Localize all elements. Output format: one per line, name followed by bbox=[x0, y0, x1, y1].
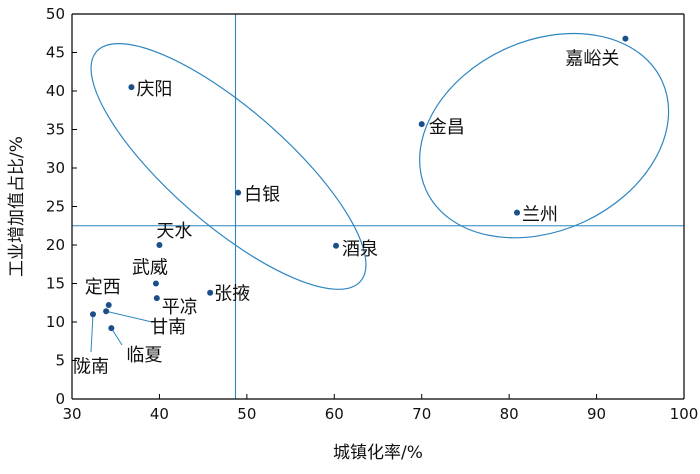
y-tick-label: 30 bbox=[46, 159, 65, 177]
cluster-ellipses bbox=[90, 32, 670, 290]
point-label: 酒泉 bbox=[342, 239, 378, 260]
data-point bbox=[622, 35, 629, 42]
point-label: 定西 bbox=[85, 277, 121, 298]
x-tick-label: 60 bbox=[325, 405, 344, 423]
y-tick-label: 35 bbox=[46, 121, 65, 139]
data-point bbox=[207, 289, 214, 296]
x-tick-label: 100 bbox=[670, 405, 699, 423]
ellipse-east-cluster bbox=[419, 32, 670, 239]
point-label: 武威 bbox=[132, 258, 168, 279]
data-point bbox=[153, 295, 160, 302]
ellipse-west-cluster bbox=[90, 42, 367, 290]
point-label: 嘉峪关 bbox=[565, 49, 619, 70]
data-point bbox=[235, 189, 242, 196]
data-point bbox=[128, 84, 135, 91]
x-tick-label: 40 bbox=[150, 405, 169, 423]
x-ticks: 30 40 50 60 70 80 90 100 bbox=[62, 394, 698, 423]
y-axis-label: 工业增加值占比/% bbox=[7, 136, 27, 277]
point-label: 金昌 bbox=[429, 117, 465, 138]
data-point bbox=[514, 209, 521, 216]
data-point bbox=[105, 302, 112, 309]
point-label: 兰州 bbox=[522, 205, 558, 226]
point-label: 天水 bbox=[156, 221, 192, 242]
x-tick-label: 50 bbox=[237, 405, 256, 423]
data-point bbox=[156, 242, 163, 248]
data-point bbox=[103, 308, 110, 315]
leader-line bbox=[110, 327, 123, 346]
point-label: 庆阳 bbox=[136, 79, 172, 100]
point-label: 甘南 bbox=[150, 317, 186, 338]
data-points bbox=[89, 35, 629, 332]
axes bbox=[71, 13, 685, 400]
y-ticks: 0 5 10 15 20 25 30 35 40 45 50 bbox=[46, 5, 77, 408]
x-tick-label: 30 bbox=[62, 405, 81, 423]
y-tick-label: 45 bbox=[46, 44, 65, 62]
y-tick-label: 25 bbox=[46, 198, 65, 216]
data-point bbox=[152, 280, 159, 287]
reference-lines bbox=[72, 14, 684, 399]
leader-line bbox=[105, 310, 153, 323]
y-tick-label: 50 bbox=[46, 5, 65, 23]
y-tick-label: 10 bbox=[46, 313, 65, 331]
x-tick-label: 70 bbox=[412, 405, 431, 423]
point-label: 张掖 bbox=[214, 284, 250, 305]
y-tick-label: 40 bbox=[46, 82, 65, 100]
point-label: 白银 bbox=[244, 185, 280, 206]
leader-lines bbox=[90, 310, 153, 353]
y-tick-label: 20 bbox=[46, 236, 65, 254]
y-tick-label: 5 bbox=[55, 352, 65, 370]
y-tick-label: 0 bbox=[55, 390, 65, 408]
point-label: 临夏 bbox=[126, 345, 162, 366]
leader-line bbox=[90, 314, 94, 353]
x-tick-label: 80 bbox=[500, 405, 519, 423]
data-point bbox=[333, 242, 340, 249]
data-point bbox=[108, 325, 115, 332]
data-point bbox=[418, 121, 425, 128]
data-point bbox=[89, 311, 96, 318]
x-axis-label: 城镇化率/% bbox=[333, 443, 423, 463]
x-tick-label: 90 bbox=[587, 405, 606, 423]
y-tick-label: 15 bbox=[46, 275, 65, 293]
point-label: 陇南 bbox=[73, 356, 109, 377]
point-label: 平凉 bbox=[162, 297, 198, 318]
